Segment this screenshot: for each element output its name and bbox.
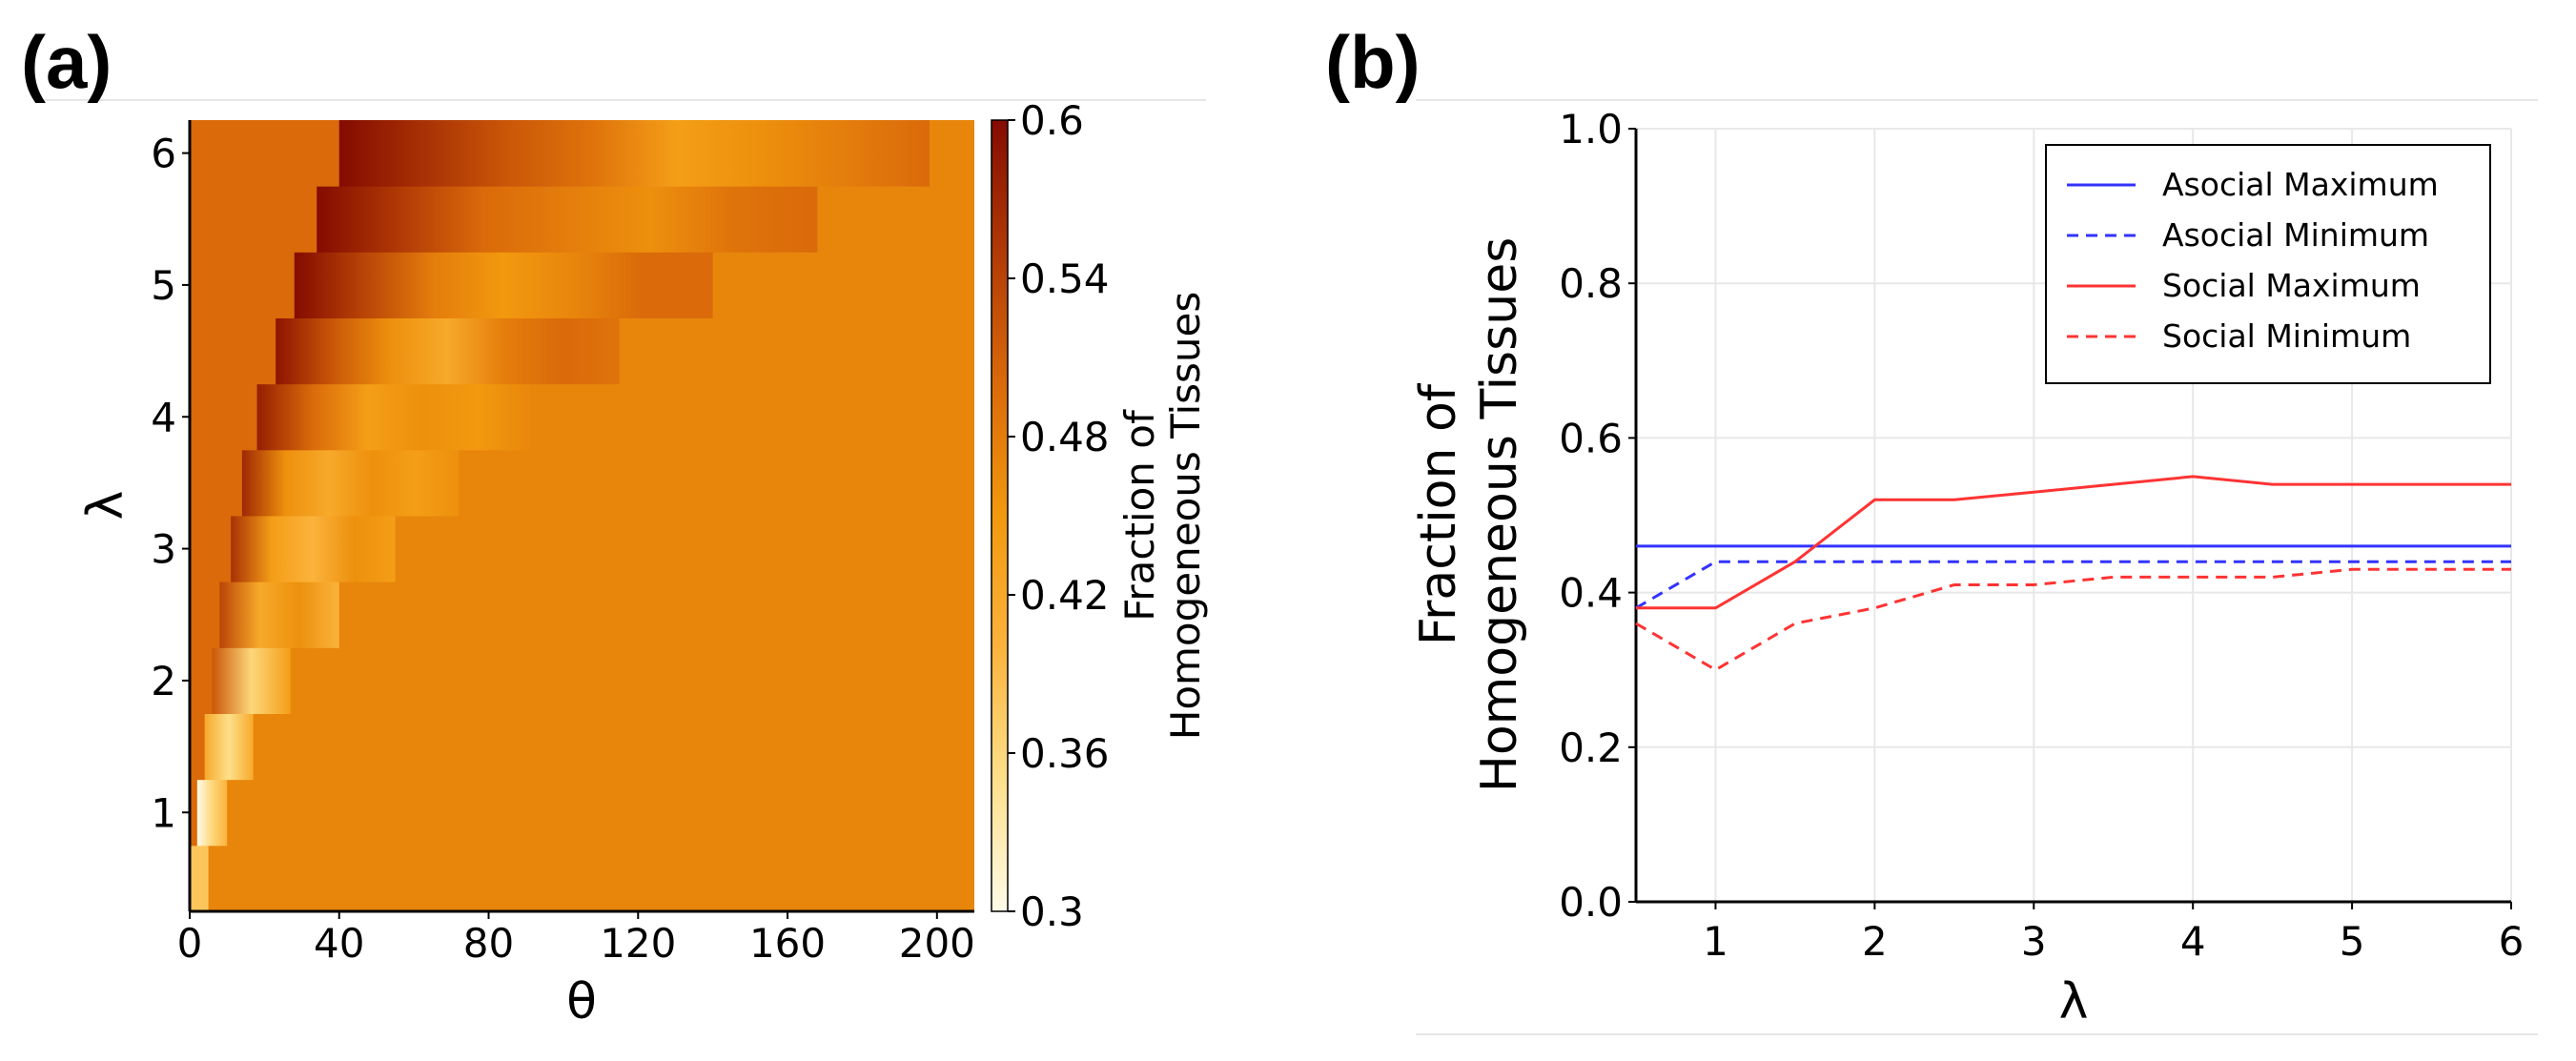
heatmap-band: [294, 252, 713, 318]
colorbar-label-line2: Homogeneous Tissues: [1162, 292, 1209, 741]
panel-a-label: (a): [21, 20, 112, 104]
heatmap-left-region: [190, 383, 257, 451]
legend-label: Asocial Maximum: [2162, 166, 2439, 203]
heatmap-left-region: [190, 582, 220, 648]
heatmap-band: [204, 713, 254, 781]
line-chart-y-tick-label: 0.4: [1559, 570, 1623, 617]
heatmap-band: [231, 516, 396, 582]
line-chart-series: [1635, 475, 2511, 672]
heatmap-y-tick-label: 1: [151, 789, 176, 836]
heatmap-band: [196, 779, 228, 847]
colorbar-tick-label: 0.6: [1020, 97, 1084, 144]
colorbar-tick-label: 0.42: [1020, 572, 1110, 619]
colorbar: 0.6 0.54 0.48 0.42 0.36 0.3 Fraction of Homog…: [991, 97, 1209, 935]
line-chart-y-label-line2: Homogeneous Tissues: [1471, 237, 1528, 793]
heatmap-y-tick-label: 5: [151, 262, 176, 309]
heatmap-panel: 0 40 80 120 160 200 1 2 3 4 5 6 θ λ: [77, 120, 975, 1030]
line-chart-legend: Asocial Maximum Asocial Minimum Social Max…: [2045, 144, 2491, 384]
heatmap-band: [212, 647, 291, 714]
heatmap-band: [276, 317, 620, 385]
line-chart-x-tick-label: 6: [2499, 918, 2525, 965]
heatmap-x-tick-label: 40: [314, 920, 364, 967]
legend-label: Social Minimum: [2162, 317, 2411, 355]
series-line-social-minimum: [1635, 567, 2511, 672]
line-chart-y-tick-label: 0.0: [1559, 879, 1623, 926]
line-chart-x-tick-label: 2: [1862, 918, 1888, 965]
heatmap-band: [256, 383, 534, 451]
line-chart-y-tick-label: 1.0: [1559, 106, 1623, 153]
heatmap-x-ticks: 0 40 80 120 160 200: [177, 911, 975, 967]
heatmap-x-tick-label: 160: [749, 920, 826, 967]
heatmap-left-region: [190, 516, 232, 582]
line-chart-y-label-line1: Fraction of: [1410, 382, 1467, 645]
heatmap-left-region: [190, 186, 317, 253]
heatmap-y-label: λ: [77, 491, 134, 520]
series-line-asocial-minimum: [1635, 560, 2511, 610]
heatmap-band: [219, 582, 339, 648]
line-chart-y-tick-label: 0.6: [1559, 415, 1623, 461]
heatmap-y-tick-label: 3: [151, 526, 176, 573]
heatmap-left-region: [190, 120, 339, 187]
heatmap-y-tick-label: 2: [151, 658, 176, 704]
colorbar-label-line1: Fraction of: [1116, 409, 1163, 622]
line-chart-x-tick-label: 3: [2021, 918, 2047, 965]
heatmap-x-tick-label: 200: [899, 920, 975, 967]
heatmap-x-tick-label: 80: [463, 920, 514, 967]
heatmap-x-tick-label: 0: [177, 920, 203, 967]
legend-label: Social Maximum: [2162, 267, 2421, 304]
heatmap-left-region: [190, 647, 213, 714]
heatmap-left-region: [190, 449, 242, 517]
heatmap-band: [338, 120, 930, 187]
heatmap-band: [190, 845, 209, 912]
line-chart-x-tick-label: 1: [1703, 918, 1728, 965]
line-chart-x-tick-label: 4: [2180, 918, 2206, 965]
heatmap-y-ticks: 1 2 3 4 5 6: [151, 131, 190, 836]
colorbar-tick-label: 0.48: [1020, 414, 1110, 460]
panel-b-label: (b): [1325, 20, 1421, 104]
heatmap-x-label: θ: [566, 973, 597, 1030]
heatmap-left-region: [190, 252, 295, 318]
colorbar-tick-label: 0.3: [1020, 888, 1084, 935]
series-line-social-maximum: [1636, 475, 2511, 610]
colorbar-ticks: 0.6 0.54 0.48 0.42 0.36 0.3: [1008, 97, 1110, 935]
line-chart-x-label: λ: [2059, 973, 2089, 1030]
legend-label: Asocial Minimum: [2162, 216, 2429, 254]
heatmap-band: [241, 449, 460, 517]
line-chart-x-ticks: 1 2 3 4 5 6: [1703, 902, 2524, 965]
line-chart-y-ticks: 0.0 0.2 0.4 0.6 0.8 1.0: [1559, 106, 1636, 926]
colorbar-gradient: [991, 119, 1009, 912]
heatmap-left-region: [190, 317, 276, 385]
heatmap-left-region: [190, 713, 205, 781]
colorbar-tick-label: 0.54: [1020, 255, 1110, 302]
heatmap-y-tick-label: 4: [151, 394, 176, 440]
heatmap-left-region: [190, 779, 197, 847]
line-chart-x-tick-label: 5: [2340, 918, 2365, 965]
line-chart-y-tick-label: 0.8: [1559, 260, 1623, 307]
heatmap-cells: [190, 120, 974, 912]
colorbar-tick-label: 0.36: [1020, 730, 1110, 777]
line-chart-y-tick-label: 0.2: [1559, 724, 1623, 771]
heatmap-y-tick-label: 6: [151, 131, 176, 177]
heatmap-x-tick-label: 120: [600, 920, 676, 967]
heatmap-band: [317, 186, 818, 253]
